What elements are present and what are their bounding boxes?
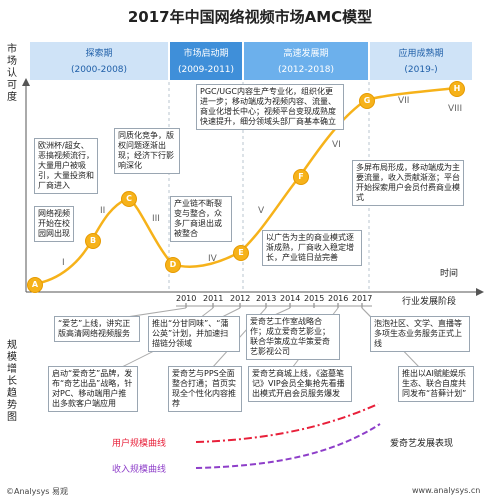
legend-revenue-scale: 收入规模曲线 bbox=[112, 465, 167, 475]
stage-numeral: V bbox=[258, 206, 265, 216]
node-d: D bbox=[165, 257, 181, 273]
annotation-stage-6: PGC/UGC内容生产专业化，组织化更进一步；移动端成为视频内容、流量、商业化增… bbox=[196, 84, 344, 130]
phase-range: (2012-2018) bbox=[277, 65, 335, 75]
annotation-stage-2: 欧洲杯/超女、恶搞视频流行，大量用户被吸引，大量投资和厂商进入 bbox=[34, 138, 98, 194]
annotation-stage-5: 以广告为主的商业模式逐渐成熟，厂商收入稳定增长，产业链日益完善 bbox=[262, 230, 362, 266]
node-g: G bbox=[359, 93, 375, 109]
y-axis-label-top: 市场认可度 bbox=[7, 44, 17, 103]
phase-range: (2019-) bbox=[404, 65, 438, 75]
user-scale-curve bbox=[195, 403, 379, 443]
phase-mature: 应用成熟期 (2019-) bbox=[370, 42, 472, 80]
event-box-2010: “爱艺”上线，讲究正版高清网络视频服务 bbox=[54, 316, 140, 342]
page-title: 2017年中国网络视频市场AMC模型 bbox=[127, 8, 373, 26]
stage-numeral: VI bbox=[332, 140, 341, 150]
x-axis-stage-label: 行业发展阶段 bbox=[402, 297, 457, 307]
year-label: 2011 bbox=[203, 294, 224, 303]
event-box-2013: 爱奇艺与PPS全面整合打通；首页实现全个性化内容推荐 bbox=[168, 366, 242, 412]
event-box-2017-top: 泡泡社区、文学、直播等多项生态业务服务正式上线 bbox=[370, 316, 470, 352]
phase-range: (2000-2008) bbox=[70, 65, 128, 75]
stage-numeral: VIII bbox=[448, 104, 463, 114]
y-axis-label-bottom: 规模增长趋势图 bbox=[7, 340, 17, 423]
y-axis-arrow bbox=[22, 78, 30, 86]
event-box-2017-bottom: 推出以AI赋能娱乐生态、联合自度共同发布“苔藓计划” bbox=[398, 366, 474, 402]
annotation-stage-4: 产业链不断裂变与整合，众多厂商退出或被整合 bbox=[170, 196, 232, 242]
year-label: 2012 bbox=[230, 294, 251, 303]
stage-numeral: VII bbox=[398, 96, 410, 106]
revenue-scale-curve bbox=[195, 423, 381, 469]
x-axis-arrow bbox=[476, 288, 484, 296]
annotation-stage-1: 网络视频开始在校园网出现 bbox=[34, 206, 74, 242]
phase-name: 市场启动期 bbox=[183, 49, 229, 59]
node-e: E bbox=[233, 245, 249, 261]
year-label: 2013 bbox=[256, 294, 277, 303]
legend-brand-performance: 爱奇艺发展表现 bbox=[390, 439, 454, 449]
node-b: B bbox=[85, 233, 101, 249]
footer-copyright: ©Analysys 易观 bbox=[6, 487, 69, 496]
stage-numeral: IV bbox=[208, 254, 217, 264]
node-a: A bbox=[27, 277, 43, 293]
stage-numeral: I bbox=[62, 258, 65, 268]
phase-range: (2009-2011) bbox=[177, 65, 235, 75]
event-box-2011: 推出“分甘同味”、“蒲公英”计划，并加速扫描链分领域 bbox=[148, 316, 240, 352]
event-box-2012: 启动“爱奇艺”品牌，发布“奇艺出品”战略，针对PC、移动端用户推出多款客户端应用 bbox=[48, 366, 138, 412]
phase-name: 应用成熟期 bbox=[398, 49, 444, 59]
year-label: 2015 bbox=[304, 294, 325, 303]
year-label: 2010 bbox=[176, 294, 197, 303]
annotation-stage-7: 多屏布局形成，移动端成为主要流量，收入贡献渐涨；平台开始探索用户会员付费商业模式 bbox=[352, 160, 464, 206]
node-c: C bbox=[121, 191, 137, 207]
footer-url: www.analysys.cn bbox=[412, 486, 481, 495]
year-label: 2016 bbox=[328, 294, 349, 303]
event-box-2014: 爱奇艺工作室战略合作；成立爱奇艺影业；联合华策成立华策爱奇艺影视公司 bbox=[246, 314, 340, 360]
phase-name: 探索期 bbox=[85, 49, 113, 59]
legend-user-scale: 用户规模曲线 bbox=[112, 439, 167, 449]
phase-exploration: 探索期 (2000-2008) bbox=[30, 42, 168, 80]
phase-high-growth: 高速发展期 (2012-2018) bbox=[244, 42, 368, 80]
x-axis-time-label: 时间 bbox=[440, 269, 459, 279]
stage-numeral: III bbox=[152, 214, 160, 224]
year-label: 2014 bbox=[280, 294, 301, 303]
stage-numeral: II bbox=[100, 206, 106, 216]
phase-name: 高速发展期 bbox=[283, 49, 329, 59]
node-f: F bbox=[293, 169, 309, 185]
phase-market-start: 市场启动期 (2009-2011) bbox=[170, 42, 242, 80]
node-h: H bbox=[449, 81, 465, 97]
event-box-2016: 爱奇艺商城上线，《盗墓笔记》VIP会员全集抢先看播出模式开启会员服务爆发 bbox=[248, 366, 352, 402]
year-label: 2017 bbox=[352, 294, 373, 303]
annotation-stage-3: 同质化竞争，版权问题逐渐出现；经济下行影响深化 bbox=[114, 128, 180, 174]
